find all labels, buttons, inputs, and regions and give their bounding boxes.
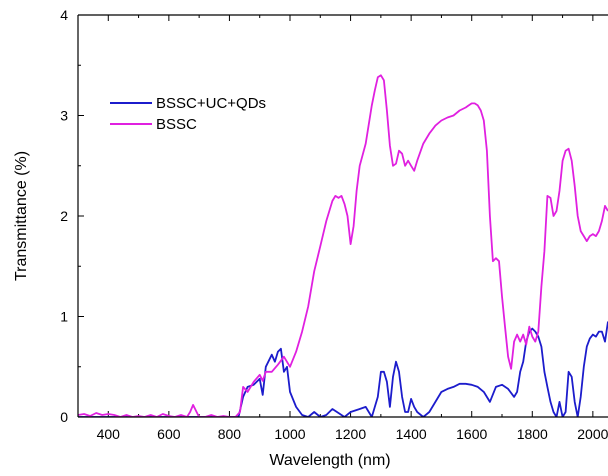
x-tick-label: 2000	[577, 426, 608, 442]
x-tick-label: 400	[97, 426, 121, 442]
y-tick-label: 4	[60, 7, 68, 23]
legend-label-bssc: BSSC	[156, 116, 197, 133]
y-tick-label: 0	[60, 409, 68, 425]
y-tick-label: 1	[60, 309, 68, 325]
series-line-bssc	[78, 74, 608, 417]
x-tick-label: 1400	[396, 426, 427, 442]
x-tick-label: 600	[157, 426, 181, 442]
x-axis-label: Wavelength (nm)	[269, 452, 390, 469]
x-tick-label: 1800	[517, 426, 548, 442]
x-tick-label: 1600	[456, 426, 487, 442]
y-tick-label: 2	[60, 208, 68, 224]
legend: BSSC+UC+QDs BSSC	[110, 95, 266, 133]
y-axis-label: Transmittance (%)	[13, 151, 30, 281]
x-axis-ticks: 400 600 800 1000 1200 1400 1600 1800 2000	[77, 15, 608, 442]
y-tick-label: 3	[60, 108, 68, 124]
series-line-bssc-uc-qds	[78, 321, 608, 417]
x-tick-label: 1200	[335, 426, 366, 442]
x-tick-label: 1000	[274, 426, 305, 442]
legend-label-bssc-uc-qds: BSSC+UC+QDs	[156, 95, 266, 112]
plot-lines	[78, 74, 608, 417]
y-axis-ticks: 0 1 2 3 4	[60, 7, 84, 425]
x-tick-label: 800	[218, 426, 242, 442]
